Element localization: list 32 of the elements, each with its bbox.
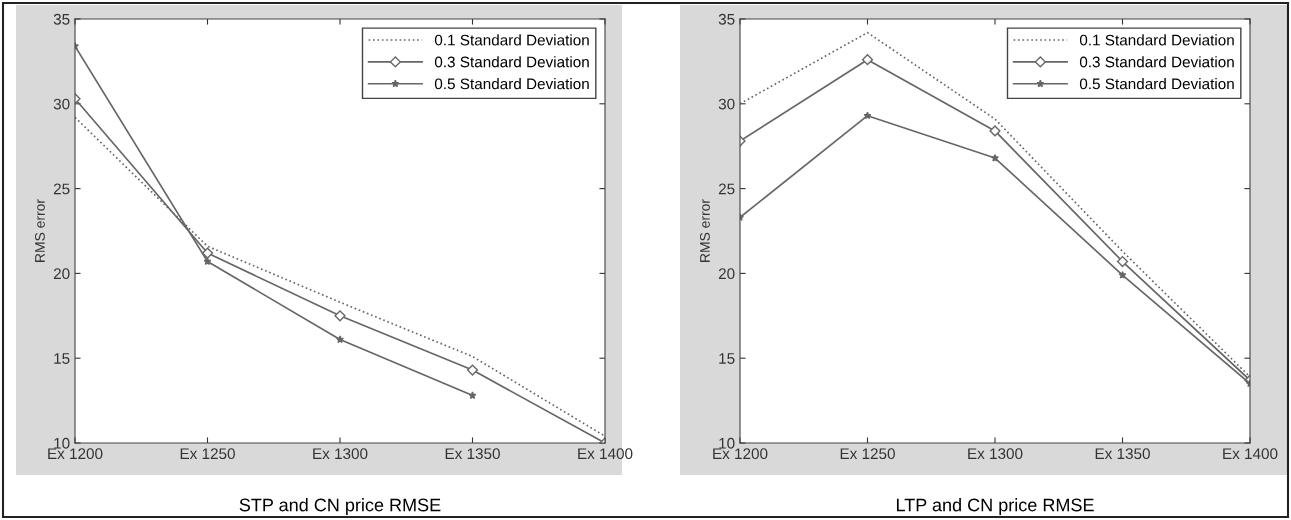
y-tick-label: 25 <box>718 183 735 195</box>
x-tick-label: Ex 1350 <box>1095 448 1150 460</box>
legend-label: 0.5 Standard Deviation <box>434 78 589 90</box>
x-tick-label: Ex 1200 <box>713 448 768 460</box>
text: LTP and CN price RMSE <box>896 498 1094 515</box>
y-axis-title: RMS error <box>700 199 710 262</box>
y-tick-label: 10 <box>719 437 735 449</box>
x-tick-label: Ex 1400 <box>578 448 633 460</box>
legend-label: 0.1 Standard Deviation <box>1079 34 1234 46</box>
x-tick-label: Ex 1250 <box>840 448 895 460</box>
y-tick-label: 15 <box>54 353 70 364</box>
y-tick-label: 25 <box>53 183 70 195</box>
y-tick-label: 35 <box>53 13 70 25</box>
x-tick-label: Ex 1300 <box>313 448 368 460</box>
x-tick-label: Ex 1300 <box>968 448 1023 460</box>
legend-label: 0.1 Standard Deviation <box>434 34 589 46</box>
y-tick-label: 10 <box>54 437 70 449</box>
y-tick-label: 20 <box>53 268 70 280</box>
legend-label: 0.3 Standard Deviation <box>434 56 589 68</box>
y-tick-label: 15 <box>719 353 735 364</box>
x-tick-label: Ex 1350 <box>445 448 500 460</box>
y-axis-title: RMS error <box>35 199 45 262</box>
y-tick-label: 30 <box>718 98 735 110</box>
legend-label: 0.5 Standard Deviation <box>1079 78 1234 90</box>
y-tick-label: 30 <box>53 98 70 110</box>
x-tick-label: Ex 1250 <box>180 448 235 460</box>
y-tick-label: 35 <box>718 13 735 25</box>
x-tick-label: Ex 1400 <box>1223 448 1278 460</box>
y-tick-label: 20 <box>718 268 735 280</box>
x-tick-label: Ex 1200 <box>48 448 103 460</box>
text: STP and CN price RMSE <box>239 498 441 515</box>
legend-label: 0.3 Standard Deviation <box>1079 56 1234 68</box>
